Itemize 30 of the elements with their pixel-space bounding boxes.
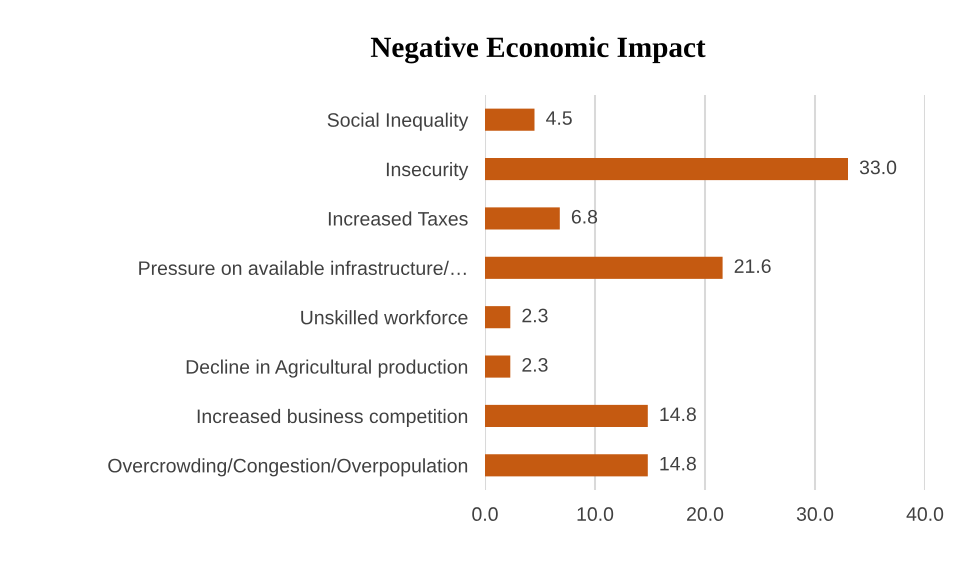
y-tick-label: Overcrowding/Congestion/Overpopulation <box>108 458 468 476</box>
data-label: 2.3 <box>522 308 548 322</box>
x-tick-label: 20.0 <box>687 507 724 521</box>
data-label: 2.3 <box>522 358 548 372</box>
bar <box>485 355 510 378</box>
y-tick-label: Insecurity <box>386 162 468 180</box>
data-label: 4.5 <box>546 111 572 125</box>
chart-title: Negative Economic Impact <box>370 36 706 64</box>
data-label: 14.8 <box>660 456 696 471</box>
data-label: 33.0 <box>860 160 896 174</box>
bar <box>485 207 560 230</box>
bar <box>485 454 648 476</box>
bar <box>485 158 848 180</box>
x-tick-label: 0.0 <box>472 507 498 521</box>
y-tick-label: Increased business competition <box>198 408 468 428</box>
data-label: 6.8 <box>572 210 598 224</box>
bar <box>485 256 723 279</box>
data-label: 21.6 <box>734 259 771 274</box>
y-tick-label: Increased Taxes <box>328 211 468 226</box>
x-tick-label: 40.0 <box>906 507 944 521</box>
bar <box>485 108 534 131</box>
x-tick-label: 10.0 <box>578 507 614 521</box>
y-tick-label: Pressure on available infrastructure/… <box>139 260 466 276</box>
bar <box>485 404 648 428</box>
y-tick-label: Unskilled workforce <box>301 310 468 324</box>
x-tick-label: 30.0 <box>796 507 834 521</box>
y-tick-label: Social Inequality <box>328 112 468 131</box>
y-tick-label: Decline in Agricultural production <box>186 360 468 378</box>
data-label: 14.8 <box>660 407 696 422</box>
bar <box>485 306 510 328</box>
